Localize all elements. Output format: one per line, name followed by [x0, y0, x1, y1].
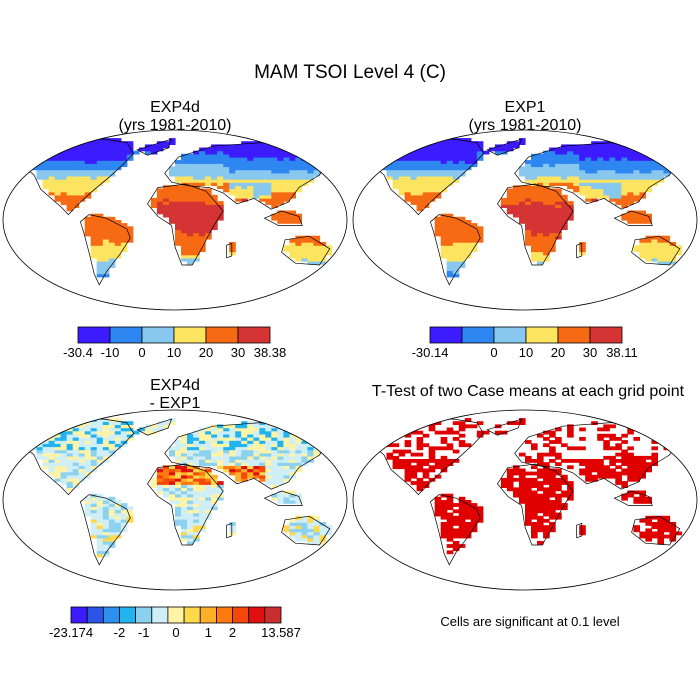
significance-note: Cells are significant at 0.1 level — [440, 614, 620, 629]
colorbar-1-label: 30 — [231, 345, 245, 360]
colorbar-1-swatch-6 — [237, 326, 271, 344]
colorbar-2-swatch-1 — [429, 326, 463, 344]
panel-4-title-line1: T-Test of two Case means at each grid po… — [371, 383, 685, 400]
panel-3-title-line1: EXP4d — [150, 377, 200, 394]
colorbar-3-label: -2 — [114, 625, 126, 640]
colorbar-3-label: -1 — [138, 625, 150, 640]
figure-title: MAM TSOI Level 4 (C) — [254, 62, 446, 83]
colorbar-1-swatch-2 — [109, 326, 143, 344]
colorbar-2-swatch-4 — [525, 326, 559, 344]
colorbar-2: -30.14 0 10 20 30 38.11 — [412, 326, 638, 360]
colorbar-3-swatch-8 — [183, 606, 201, 624]
colorbar-1-swatch-4 — [173, 326, 207, 344]
colorbar-3-label: 0 — [172, 625, 179, 640]
colorbar-1-label: 38.38 — [254, 345, 287, 360]
colorbar-1-label: 20 — [199, 345, 213, 360]
colorbar-2-swatch-5 — [557, 326, 591, 344]
colorbar-3-swatch-13 — [264, 606, 282, 624]
colorbar-2-label: 20 — [551, 345, 565, 360]
panel-1-title-line2: (yrs 1981-2010) — [118, 117, 232, 134]
colorbar-3-label: -23.174 — [49, 625, 93, 640]
colorbar-2-swatch-6 — [589, 326, 623, 344]
map-panel-3-coastlines — [14, 418, 331, 566]
panel-2-title-line2: (yrs 1981-2010) — [468, 117, 582, 134]
colorbar-3-swatch-2 — [86, 606, 104, 624]
map-panel-4 — [352, 409, 698, 591]
colorbar-3-label: 2 — [229, 625, 236, 640]
colorbar-2-label: -30.14 — [412, 345, 449, 360]
colorbar-1-swatch-1 — [77, 326, 111, 344]
map-panel-2 — [352, 129, 698, 311]
colorbar-3-swatch-5 — [135, 606, 153, 624]
colorbar-2-swatch-3 — [493, 326, 527, 344]
panel-1-title: EXP4d (yrs 1981-2010) — [0, 99, 350, 135]
map-panel-4-border — [352, 409, 698, 591]
panel-2-title-line1: EXP1 — [504, 99, 546, 116]
map-panel-3-border — [2, 409, 348, 591]
colorbar-3-swatch-7 — [167, 606, 185, 624]
colorbar-1-label: 0 — [138, 345, 145, 360]
map-panel-1-cells — [18, 138, 333, 278]
colorbar-2-swatch-2 — [461, 326, 495, 344]
colorbar-3-label: 1 — [205, 625, 212, 640]
colorbar-3-swatch-10 — [215, 606, 233, 624]
colorbar-3: -23.174 -2 -1 0 1 2 13.587 — [49, 606, 301, 640]
map-panel-3 — [2, 409, 348, 591]
colorbar-3-swatch-1 — [70, 606, 88, 624]
colorbar-1: -30.4 -10 0 10 20 30 38.38 — [63, 326, 287, 360]
panel-3-title: EXP4d - EXP1 — [0, 377, 350, 413]
colorbar-2-label: 0 — [490, 345, 497, 360]
colorbar-1-swatch-5 — [205, 326, 239, 344]
map-panel-2-cells — [368, 138, 683, 278]
map-panel-2-border — [352, 129, 698, 311]
colorbar-3-swatch-6 — [151, 606, 169, 624]
colorbar-3-swatch-11 — [232, 606, 250, 624]
map-panel-3-cells — [18, 418, 333, 558]
colorbar-2-label: 10 — [519, 345, 533, 360]
panel-1-title-line1: EXP4d — [150, 99, 200, 116]
colorbar-1-label: -30.4 — [63, 345, 93, 360]
colorbar-1-label: 10 — [167, 345, 181, 360]
colorbar-2-label: 38.11 — [606, 345, 638, 360]
map-panel-1 — [2, 129, 348, 311]
map-panel-1-border — [2, 129, 348, 311]
colorbar-3-swatch-12 — [248, 606, 266, 624]
map-panel-4-coastlines — [364, 418, 681, 566]
colorbar-3-label: 13.587 — [261, 625, 301, 640]
map-panel-4-cells — [380, 418, 683, 555]
panel-3-title-line2: - EXP1 — [149, 395, 201, 412]
panel-2-title: EXP1 (yrs 1981-2010) — [350, 99, 700, 135]
colorbar-1-swatch-3 — [141, 326, 175, 344]
colorbar-1-label: -10 — [101, 345, 120, 360]
colorbar-3-swatch-3 — [102, 606, 120, 624]
colorbar-3-swatch-4 — [119, 606, 137, 624]
colorbar-3-swatch-9 — [199, 606, 217, 624]
panel-4-title: T-Test of two Case means at each grid po… — [356, 383, 700, 401]
colorbar-2-label: 30 — [583, 345, 597, 360]
